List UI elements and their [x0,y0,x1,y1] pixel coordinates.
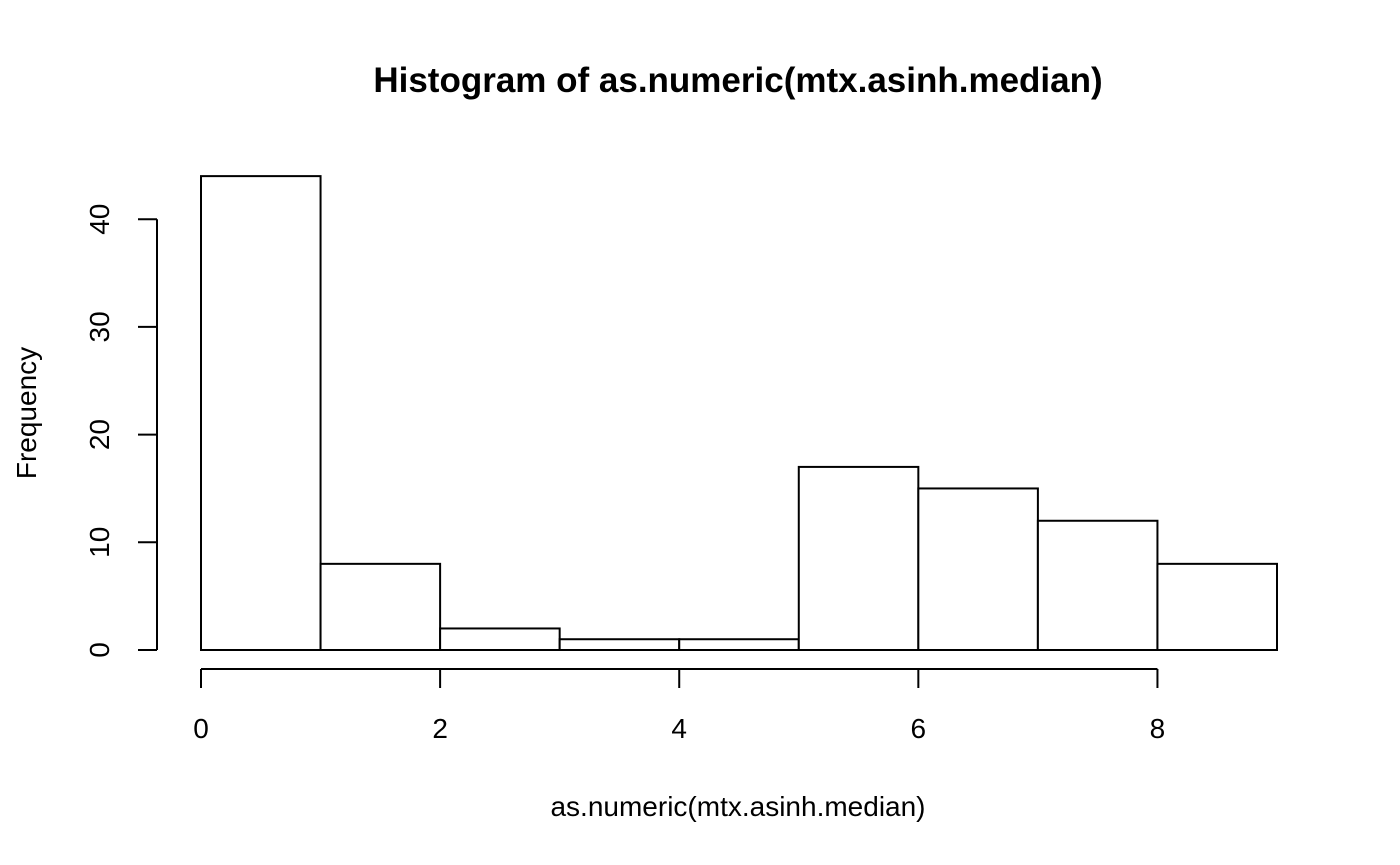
y-tick-label: 20 [84,419,115,450]
histogram-bar [558,638,681,651]
histogram-bar [917,487,1039,652]
y-tick-label: 40 [84,204,115,235]
histogram-bar [200,175,322,651]
y-axis-label: Frequency [11,347,42,479]
y-axis: 0 10 20 30 40 [84,204,158,658]
chart-title: Histogram of as.numeric(mtx.asinh.median… [373,61,1102,100]
x-tick-label: 2 [432,713,448,744]
y-tick-label: 0 [84,642,115,658]
histogram-bar [678,638,800,651]
histogram-bar [1156,562,1279,652]
x-axis: 0 2 4 6 8 [193,668,1166,744]
y-tick-label: 30 [84,311,115,342]
histogram-bars [200,175,1279,652]
x-axis-label: as.numeric(mtx.asinh.median) [550,791,925,822]
histogram-bar [797,465,920,651]
y-tick-label: 10 [84,527,115,558]
histogram-bar [439,627,561,652]
histogram-bar [319,562,442,652]
x-tick-label: 4 [671,713,687,744]
x-tick-label: 0 [193,713,209,744]
x-tick-label: 6 [911,713,927,744]
x-tick-label: 8 [1150,713,1166,744]
histogram-bar [1036,519,1159,652]
